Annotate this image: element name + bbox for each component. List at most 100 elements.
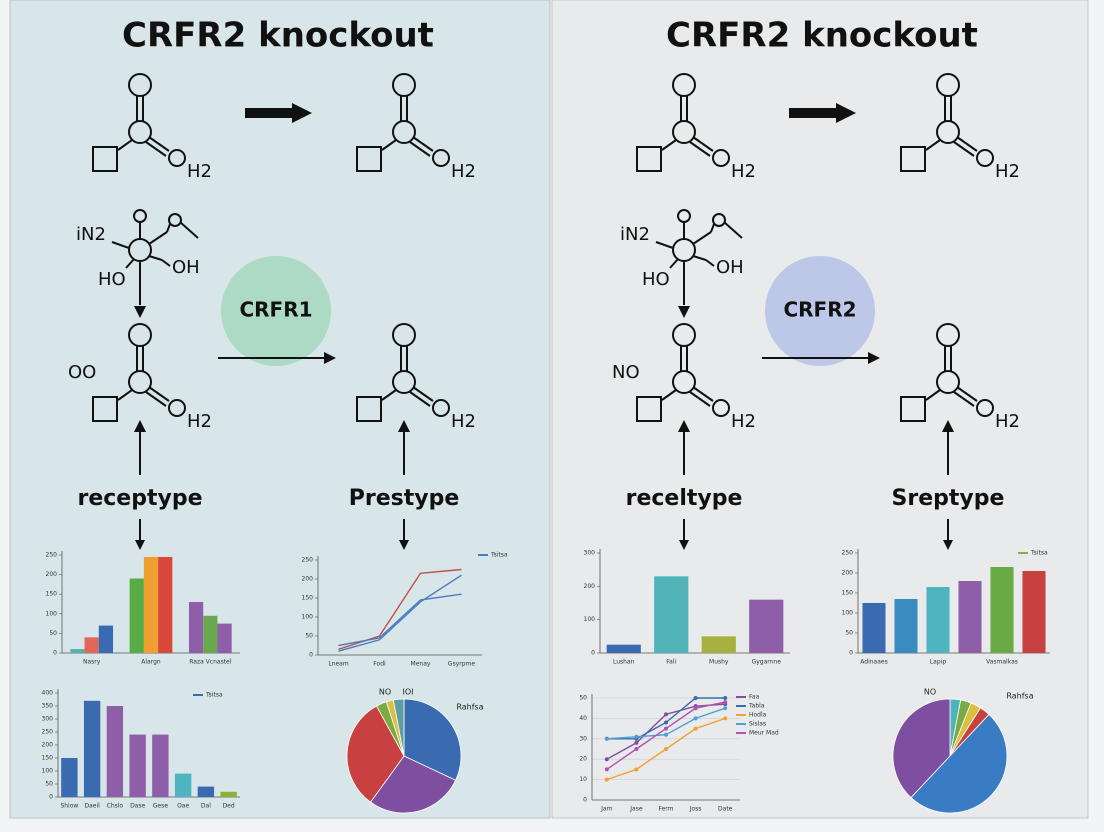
- y-tick-label: 0: [583, 797, 587, 804]
- y-tick-label: 150: [46, 591, 58, 598]
- atom: [392, 323, 416, 347]
- bar: [143, 556, 159, 653]
- x-tick-label: Lneam: [328, 661, 349, 668]
- enzyme-circle: [221, 256, 331, 366]
- bond: [692, 231, 712, 245]
- y-tick-label: 20: [579, 756, 587, 763]
- bar: [606, 644, 641, 653]
- panel-title: CRFR2 knockout: [666, 16, 978, 56]
- x-tick-label: Dal: [201, 803, 211, 810]
- y-tick-label: 30: [579, 735, 587, 742]
- y-tick-label: 400: [42, 690, 54, 697]
- ring: [900, 146, 926, 172]
- y-tick-label: 250: [42, 729, 54, 736]
- bond: [148, 255, 163, 261]
- pie-slice: [910, 713, 1008, 814]
- arrow-head: [324, 352, 336, 364]
- arrow-body: [789, 108, 839, 118]
- bar: [894, 599, 918, 653]
- atom: [392, 370, 416, 394]
- point: [634, 747, 639, 751]
- bond: [117, 389, 133, 401]
- atom: [168, 399, 186, 417]
- line-series: [338, 568, 462, 650]
- bar: [220, 791, 237, 797]
- ring: [356, 146, 382, 172]
- atom: [672, 323, 696, 347]
- bar: [217, 623, 232, 653]
- x-tick-label: Fodi: [373, 661, 386, 668]
- type-label: Sreptype: [892, 486, 1005, 511]
- x-tick-label: Chslo: [107, 803, 124, 810]
- bar: [958, 581, 982, 653]
- point: [664, 726, 668, 731]
- ring: [92, 396, 118, 422]
- x-tick-label: Ded: [223, 803, 235, 810]
- y-tick-label: 300: [42, 716, 54, 723]
- bond: [692, 255, 707, 261]
- x-tick-label: Jam: [600, 806, 612, 813]
- bond: [161, 259, 171, 267]
- bond: [692, 136, 714, 152]
- arrow-head: [868, 352, 880, 364]
- pie-slice: [403, 698, 462, 781]
- y-tick-label: 0: [591, 650, 595, 657]
- bond: [723, 221, 743, 239]
- bar: [926, 587, 950, 653]
- x-tick-label: Shiow: [60, 803, 78, 810]
- x-tick-label: Gsyrpme: [448, 661, 475, 668]
- point: [723, 696, 728, 700]
- y-tick-label: 100: [42, 768, 54, 775]
- y-tick-label: 200: [584, 583, 596, 590]
- ring: [900, 396, 926, 422]
- x-tick-label: Nasry: [83, 659, 101, 666]
- bond: [409, 141, 431, 157]
- bar: [1022, 571, 1046, 653]
- point: [634, 734, 639, 739]
- atom: [936, 73, 960, 97]
- y-tick-label: 200: [46, 571, 58, 578]
- bar: [197, 786, 215, 797]
- y-tick-label: 150: [42, 755, 54, 762]
- point: [604, 767, 609, 772]
- bond: [669, 258, 679, 269]
- bond: [956, 386, 978, 402]
- label: H2: [995, 411, 1020, 432]
- x-tick-label: Dase: [130, 803, 145, 810]
- y-tick-label: 200: [842, 570, 854, 577]
- arrow-head: [134, 420, 146, 432]
- atom: [128, 120, 152, 144]
- label: H2: [187, 161, 212, 182]
- bond: [661, 389, 677, 401]
- bond: [953, 141, 975, 157]
- atom: [128, 323, 152, 347]
- type-label: receltype: [626, 486, 743, 511]
- bond: [953, 391, 975, 407]
- point: [634, 767, 639, 772]
- y-tick-label: 250: [46, 552, 58, 559]
- label: H2: [451, 161, 476, 182]
- point: [693, 716, 698, 721]
- point: [664, 712, 668, 717]
- pie-slice: [392, 698, 405, 757]
- bond: [689, 141, 711, 157]
- point: [723, 700, 728, 705]
- y-tick-label: 10: [579, 776, 587, 783]
- arrow-head: [942, 420, 954, 432]
- pie-annotation: Rahfsa: [1006, 692, 1033, 701]
- y-tick-label: 40: [579, 715, 587, 722]
- pie-annotation: Rahfsa: [456, 703, 483, 712]
- bar: [84, 637, 99, 653]
- bond: [111, 241, 130, 249]
- y-tick-label: 250: [842, 550, 854, 557]
- arrow-head: [134, 306, 146, 318]
- bar: [152, 734, 169, 797]
- atom: [392, 120, 416, 144]
- point: [693, 696, 698, 700]
- bar: [203, 615, 218, 653]
- bond: [409, 391, 431, 407]
- bar: [158, 556, 173, 653]
- y-tick-label: 150: [302, 595, 314, 602]
- bar: [990, 567, 1014, 653]
- ring: [356, 396, 382, 422]
